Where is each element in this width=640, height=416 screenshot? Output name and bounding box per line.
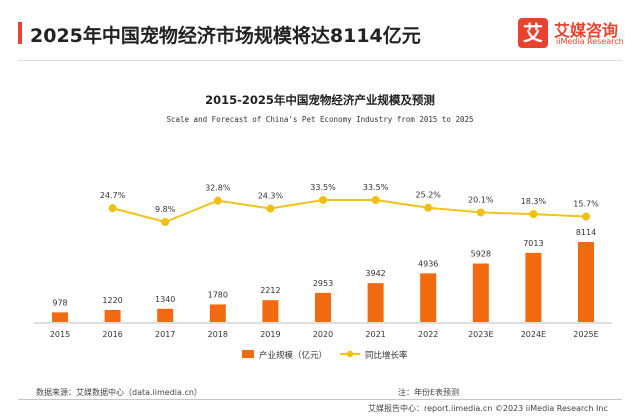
title-accent-bar [18, 22, 22, 44]
x-tick-2024E: 2024E [521, 330, 546, 339]
x-tick-2023E: 2023E [468, 330, 493, 339]
bar-value-label-2016: 1220 [102, 296, 122, 305]
chart-title: 2015-2025年中国宠物经济产业规模及预测 [205, 93, 435, 107]
x-tick-2025E: 2025E [573, 330, 598, 339]
bar-2020 [315, 292, 331, 322]
legend: 产业规模（亿元） 同比增长率 [242, 350, 408, 361]
x-tick-2022: 2022 [418, 330, 438, 339]
report-center-link[interactable]: 艾媒报告中心：report.iimedia.cn ©2023 iiMedia R… [368, 404, 608, 413]
growth-label-2017: 9.8% [155, 205, 176, 214]
page-title: 2025年中国宠物经济市场规模将达8114亿元 [30, 25, 421, 47]
bar-value-label-2025E: 8114 [576, 228, 596, 237]
growth-point-2020 [319, 196, 327, 204]
growth-label-2019: 24.3% [258, 192, 284, 201]
legend-label-bar: 产业规模（亿元） [259, 350, 327, 361]
growth-label-2021: 33.5% [363, 183, 389, 192]
growth-point-2022 [424, 203, 433, 212]
growth-line [112, 199, 587, 224]
growth-label-2018: 32.8% [205, 184, 231, 193]
logo-name-cn: 艾媒咨询 [554, 21, 619, 40]
bar-2015 [52, 312, 68, 322]
growth-label-2022: 25.2% [415, 191, 441, 200]
bar-value-label-2024E: 7013 [523, 239, 543, 248]
growth-line-series: 24.7% 9.8% 32.8% 24.3% 33.5% 33.5% 25.2% 20.1% 1… [100, 183, 599, 226]
bar-value-label-2015: 978 [52, 298, 67, 307]
footer-divider [18, 399, 622, 400]
bar-2024E [525, 252, 542, 322]
bar-value-label-2023E: 5928 [471, 250, 491, 259]
growth-label-2023E: 20.1% [468, 195, 494, 204]
header: 2025年中国宠物经济市场规模将达8114亿元 艾 艾媒咨询 iiMedia R… [0, 0, 640, 66]
bar-2023E [472, 263, 489, 322]
growth-label-2016: 24.7% [100, 191, 126, 200]
chart-subtitle: Scale and Forecast of China's Pet Econom… [166, 115, 473, 124]
growth-point-2024E [529, 210, 538, 219]
growth-label-2024E: 18.3% [521, 197, 547, 206]
growth-label-2025E: 15.7% [573, 200, 599, 209]
x-tick-2015: 2015 [50, 330, 70, 339]
source-note: 数据来源：艾媒数据中心（data.iimedia.cn） [36, 388, 202, 397]
bar-2022 [420, 273, 437, 322]
x-tick-2016: 2016 [102, 330, 122, 339]
x-tick-labels: 2015 2016 2017 2018 2019 2020 2021 2022 2023E 202… [50, 330, 599, 339]
legend-swatch-point [346, 350, 354, 358]
bar-value-label-2019: 2212 [260, 286, 280, 295]
logo-name-en: iiMedia Research [556, 37, 624, 46]
x-tick-2018: 2018 [208, 330, 228, 339]
legend-swatch-bar [242, 350, 254, 358]
growth-point-2018 [213, 196, 222, 205]
iimedia-logo-icon: 艾 [518, 18, 548, 48]
bar-value-label-2022: 4936 [418, 259, 438, 268]
growth-label-2020: 33.5% [310, 183, 336, 192]
growth-point-2023E [476, 208, 485, 217]
bar-series: 978 1220 1340 1780 2212 2953 3942 4936 5928 7013 8… [52, 228, 596, 322]
bar-2016 [104, 309, 121, 322]
growth-point-2019 [266, 204, 275, 213]
x-tick-2020: 2020 [313, 330, 333, 339]
x-tick-2019: 2019 [260, 330, 280, 339]
growth-point-2016 [108, 204, 117, 213]
growth-point-2021 [371, 196, 380, 204]
x-tick-2017: 2017 [155, 330, 175, 339]
bar-value-label-2020: 2953 [313, 279, 333, 288]
bar-2019 [262, 300, 279, 322]
growth-point-2017 [161, 218, 170, 226]
bar-2021 [367, 283, 384, 322]
bar-2025E [578, 242, 594, 322]
header-divider [18, 60, 622, 61]
bar-2018 [209, 304, 226, 322]
forecast-note: 注：年份E表预测 [398, 388, 460, 397]
bar-value-label-2017: 1340 [155, 295, 175, 304]
bar-value-label-2018: 1780 [208, 290, 228, 299]
bar-2017 [157, 308, 174, 322]
growth-point-2025E [582, 212, 590, 221]
bar-value-label-2021: 3942 [365, 269, 385, 278]
x-tick-2021: 2021 [365, 330, 385, 339]
legend-label-line: 同比增长率 [365, 350, 408, 361]
